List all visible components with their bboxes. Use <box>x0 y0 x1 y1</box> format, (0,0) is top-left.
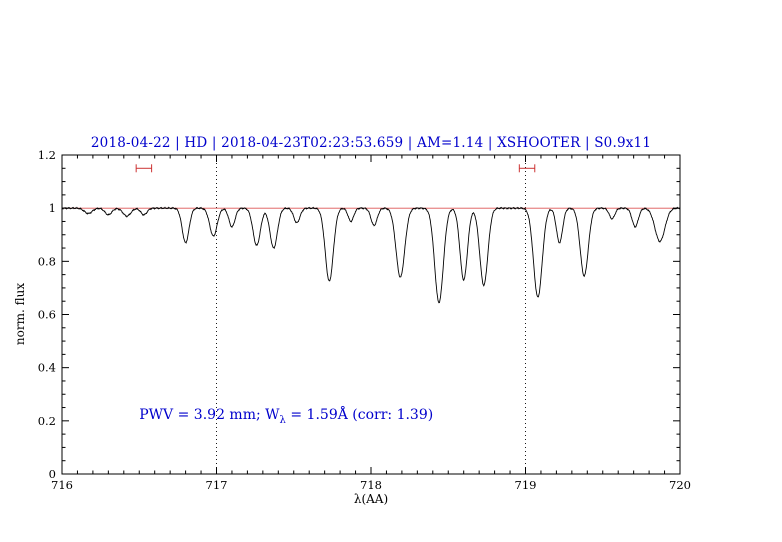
x-tick-label: 720 <box>669 478 691 492</box>
x-tick-label: 716 <box>51 478 73 492</box>
pwv-annotation-prefix: PWV = 3.92 mm; W <box>139 406 280 423</box>
plot-frame <box>61 154 681 475</box>
pwv-annotation: PWV = 3.92 mm; Wλ = 1.59Å (corr: 1.39) <box>139 407 433 426</box>
y-tick-label: 0.8 <box>38 254 56 268</box>
x-tick-label: 719 <box>515 478 537 492</box>
spectrum-line <box>61 206 681 304</box>
y-tick-label: 0.6 <box>38 308 56 322</box>
x-axis-label: λ(AA) <box>353 492 389 506</box>
y-tick-label: 1 <box>49 201 56 215</box>
pwv-annotation-suffix: = 1.59Å (corr: 1.39) <box>285 406 434 423</box>
x-tick-label: 717 <box>206 478 228 492</box>
x-tick-label: 718 <box>360 478 382 492</box>
y-tick-label: 0.2 <box>38 414 56 428</box>
y-tick-label: 0.4 <box>38 361 56 375</box>
plot-title: 2018-04-22 | HD | 2018-04-23T02:23:53.65… <box>90 135 652 151</box>
y-tick-label: 1.2 <box>38 148 56 162</box>
y-tick-label: 0 <box>49 467 56 481</box>
pwv-annotation-sub: λ <box>279 414 286 426</box>
